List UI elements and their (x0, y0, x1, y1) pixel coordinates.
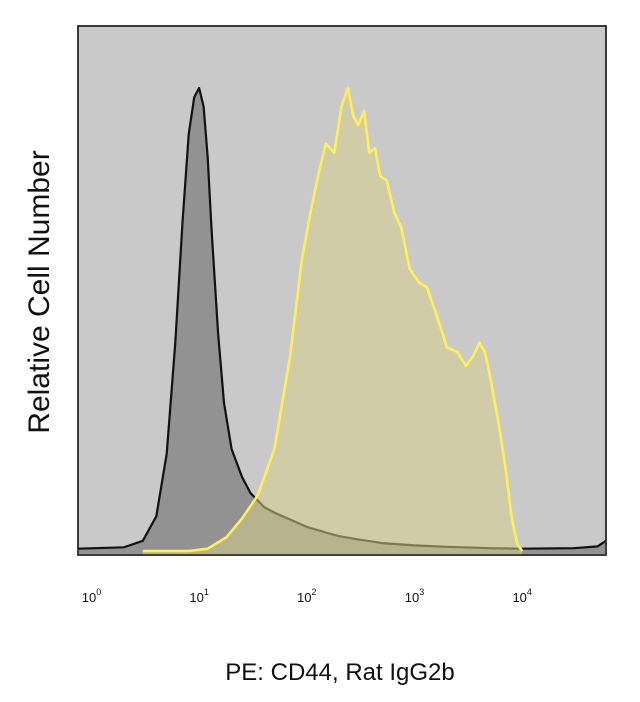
histogram-line-2 (142, 86, 524, 553)
x-tick-base: 10 (405, 590, 419, 605)
histogram-fill-2 (142, 88, 523, 555)
x-axis-title: PE: CD44, Rat IgG2b (225, 659, 454, 686)
series-layer (77, 86, 607, 555)
x-tick-base: 10 (189, 590, 203, 605)
x-tick-base: 10 (512, 590, 526, 605)
x-tick-exponent: 3 (419, 587, 424, 597)
x-tick-exponent: 1 (204, 587, 209, 597)
x-tick-label-4: 103 (405, 587, 424, 605)
plot-frame (77, 25, 607, 556)
x-tick-label-3: 102 (297, 587, 316, 605)
x-tick-base: 10 (297, 590, 311, 605)
x-tick-label-5: 104 (512, 587, 531, 605)
x-tick-base: 10 (82, 590, 96, 605)
y-axis-title: Relative Cell Number (23, 150, 56, 433)
x-tick-exponent: 0 (96, 587, 101, 597)
x-tick-label-1: 100 (82, 587, 101, 605)
x-tick-label-2: 101 (189, 587, 208, 605)
x-tick-exponent: 2 (312, 587, 317, 597)
x-tick-exponent: 4 (527, 587, 532, 597)
x-tick-labels: 100 101 102 103 104 (82, 587, 532, 605)
